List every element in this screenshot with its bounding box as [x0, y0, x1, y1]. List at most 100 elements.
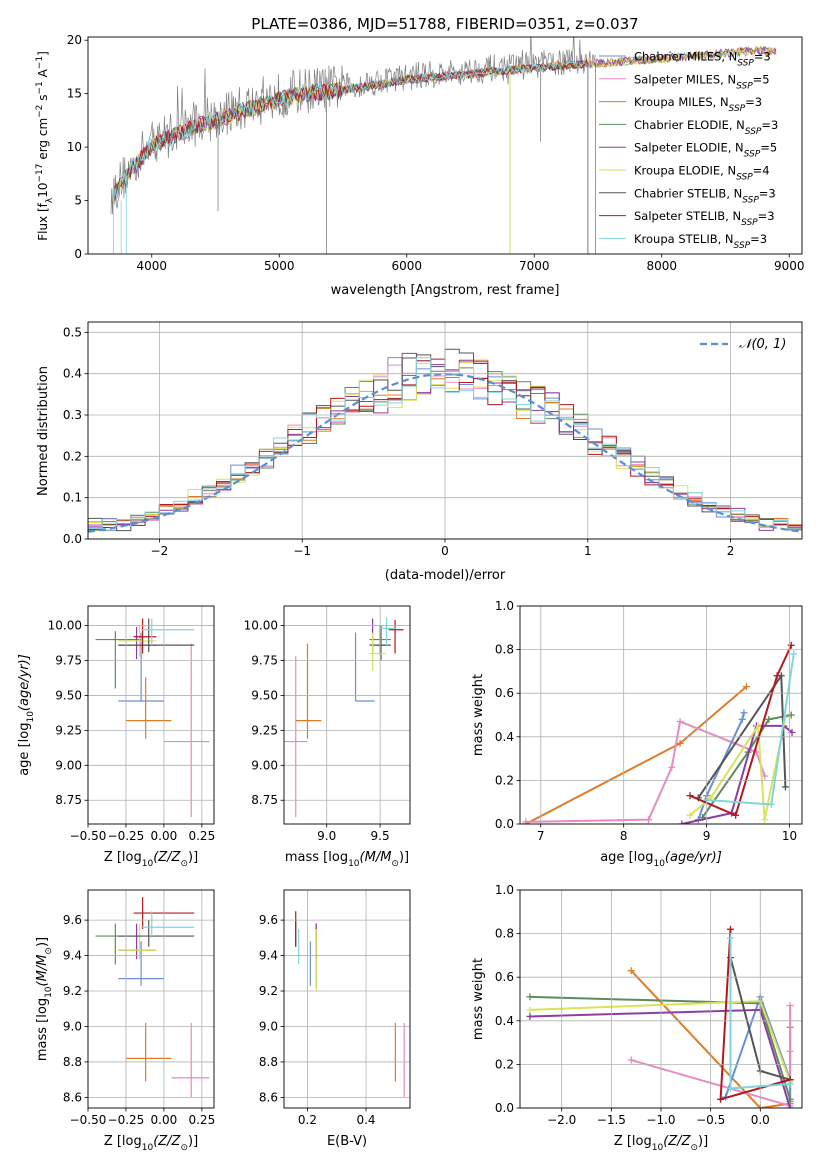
plot-area	[95, 618, 210, 818]
x-tick-label: −2.0	[547, 1113, 576, 1127]
massweight_vs_age-ylabel: mass weight	[471, 674, 486, 756]
legend-label-kroupa_stelib: Kroupa STELIB, NSSP=3	[634, 232, 767, 251]
legend-label-chabrier_miles: Chabrier MILES, NSSP=3	[634, 50, 771, 69]
y-tick-label: 9.75	[55, 654, 82, 668]
age_vs_Z-ylabel: age [log10(age/yr)]	[17, 654, 36, 776]
x-tick-label: 9	[703, 829, 711, 843]
x-tick-label: −0.25	[108, 1113, 145, 1127]
x-tick-label: −0.25	[108, 829, 145, 843]
y-tick-label: 0.2	[63, 449, 82, 463]
x-tick-label: −1.0	[646, 1113, 675, 1127]
axes-frame	[87, 321, 803, 540]
y-tick-label: 0	[74, 247, 82, 261]
x-tick-label: 8000	[646, 259, 677, 273]
legend-label-chabrier_elodie: Chabrier ELODIE, NSSP=3	[634, 118, 778, 137]
x-tick-label: 1	[584, 544, 592, 558]
y-tick-label: 9.0	[63, 1019, 82, 1033]
plot-area	[284, 617, 404, 818]
y-tick-label: 8.75	[251, 793, 278, 807]
x-tick-label: 6000	[391, 259, 422, 273]
axes-frame	[519, 889, 803, 1109]
y-tick-label: 0.1	[63, 491, 82, 505]
x-tick-label: 9.5	[371, 829, 390, 843]
axes-frame	[87, 889, 215, 1109]
x-tick-label: −1.5	[597, 1113, 626, 1127]
x-tick-label: 7	[537, 829, 545, 843]
axes-frame	[283, 605, 411, 825]
plot-area	[95, 897, 210, 1098]
mass_vs_Z-ylabel: mass [log10(M/M⊙)]	[35, 937, 54, 1061]
massweight_vs_Z-ylabel: mass weight	[471, 958, 486, 1040]
y-tick-label: 0.3	[63, 408, 82, 422]
age_vs_Z-xlabel: Z [log10(Z/Z⊙)]	[104, 850, 198, 869]
age_vs_mass-xlabel: mass [log10(M/M⊙)]	[285, 850, 409, 869]
y-tick-label: 0.0	[495, 817, 514, 831]
y-tick-label: 8.6	[259, 1090, 278, 1104]
x-tick-label: 0.00	[151, 829, 178, 843]
y-tick-label: 9.50	[55, 688, 82, 702]
mass_vs_ebv-panel: 0.2 0.4 8.6 8.8 9.0 9.2 9.4 9.6	[259, 889, 411, 1127]
y-tick-label: 0.6	[495, 970, 514, 984]
x-tick-label: −0.5	[696, 1113, 725, 1127]
y-tick-label: 10.00	[48, 619, 82, 633]
x-tick-label: 10	[782, 829, 797, 843]
x-tick-label: 5000	[264, 259, 295, 273]
legend-label-chabrier_stelib: Chabrier STELIB, NSSP=3	[634, 186, 776, 205]
legend-label-salpeter_elodie: Salpeter ELODIE, NSSP=5	[634, 141, 777, 160]
legend-label-normal: 𝒩(0, 1)	[739, 337, 786, 352]
y-tick-label: 0.2	[495, 1057, 514, 1071]
normal-curve	[88, 372, 800, 533]
axes-frame	[519, 605, 803, 825]
residual-ylabel: Normed distribution	[36, 366, 51, 496]
massweight_vs_age-panel: 7 8 9 10 0.0 0.2 0.4 0.6 0.8 1.0	[495, 599, 803, 843]
model-spectrum-kroupa_stelib	[113, 61, 589, 202]
legend-label-salpeter_stelib: Salpeter STELIB, NSSP=3	[634, 209, 775, 228]
y-tick-label: 0.8	[495, 643, 514, 657]
x-tick-label: 4000	[136, 259, 167, 273]
y-tick-label: 1.0	[495, 883, 514, 897]
y-tick-label: 9.00	[251, 758, 278, 772]
y-tick-label: 9.25	[251, 723, 278, 737]
plot-area	[295, 911, 405, 1098]
x-tick-label: 0.2	[298, 1113, 317, 1127]
x-tick-label: 0	[441, 544, 449, 558]
figure-title: PLATE=0386, MJD=51788, FIBERID=0351, z=0…	[251, 15, 638, 33]
spectrum-panel: 4000 5000 6000 7000 8000 9000 0 5 10 15 20	[67, 33, 805, 273]
x-tick-label: 0.00	[151, 1113, 178, 1127]
y-tick-label: 9.6	[259, 913, 278, 927]
x-tick-label: 0.4	[356, 1113, 375, 1127]
data-spectrum	[110, 37, 596, 215]
x-tick-label: 7000	[519, 259, 550, 273]
y-tick-label: 9.2	[63, 984, 82, 998]
y-tick-label: 8.8	[63, 1055, 82, 1069]
y-tick-label: 15	[67, 87, 82, 101]
y-tick-label: 0.6	[495, 686, 514, 700]
legend-label-kroupa_elodie: Kroupa ELODIE, NSSP=4	[634, 164, 770, 183]
mass_vs_ebv-xlabel: E(B-V)	[327, 1134, 367, 1149]
x-tick-label: 0.25	[188, 1113, 215, 1127]
y-tick-label: 0.0	[63, 532, 82, 546]
y-tick-label: 10	[67, 140, 82, 154]
y-tick-label: 0.8	[495, 927, 514, 941]
y-tick-label: 0.4	[495, 730, 514, 744]
spectrum-legend: Chabrier MILES, NSSP=3 Salpeter MILES, NS…	[599, 50, 778, 251]
y-tick-label: 20	[67, 33, 82, 47]
massweight_vs_Z-panel: −2.0 −1.5 −1.0 −0.5 0.0 0.0 0.2 0.4 0.6 0.8 1.0	[495, 883, 803, 1127]
legend-label-salpeter_miles: Salpeter MILES, NSSP=5	[634, 72, 770, 91]
x-tick-label: −1	[293, 544, 311, 558]
axes-frame	[283, 889, 411, 1109]
y-tick-label: 10.00	[244, 619, 278, 633]
x-tick-label: 0.25	[188, 829, 215, 843]
spectrum-ylabel: Flux [fλ10−17 erg cm−2 s−1 A−1]	[35, 51, 55, 241]
residual-xlabel: (data-model)/error	[385, 568, 506, 583]
y-tick-label: 9.4	[63, 949, 82, 963]
mass_vs_Z-panel: −0.50 −0.25 0.00 0.25 8.6 8.8 9.0 9.2 9.4 9.6	[63, 889, 215, 1127]
y-tick-label: 8.75	[55, 793, 82, 807]
y-tick-label: 9.25	[55, 723, 82, 737]
x-tick-label: 8	[620, 829, 628, 843]
mw-line-chabrier_miles	[697, 712, 745, 820]
massweight_vs_age-xlabel: age [log10(age/yr)]	[600, 850, 722, 869]
y-tick-label: 0.5	[63, 325, 82, 339]
x-tick-label: 9000	[774, 259, 805, 273]
y-tick-label: 8.8	[259, 1055, 278, 1069]
